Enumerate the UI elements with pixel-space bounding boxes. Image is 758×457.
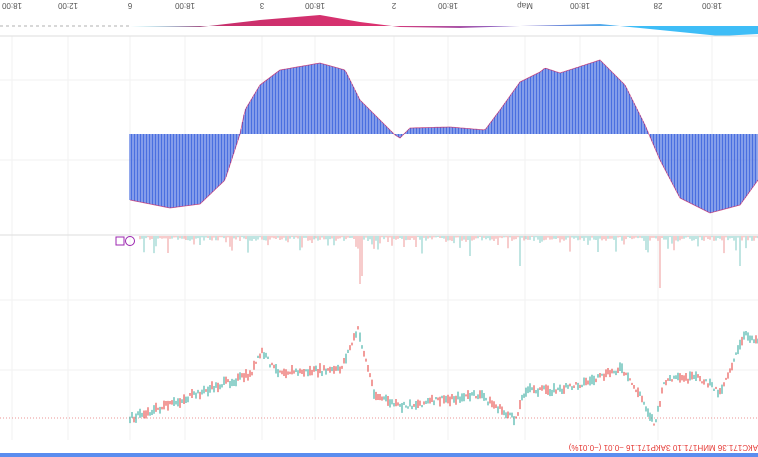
bottom-bar — [0, 453, 758, 457]
ohlc-legend: 7 МАКС171.36 МИН171.10 ЗАКР171.16 −0.01 … — [568, 443, 758, 452]
time-label: 18:00 — [1, 1, 22, 10]
time-label: 6 — [127, 1, 132, 10]
sentiment-wave — [130, 15, 758, 36]
time-label: 2 — [391, 1, 396, 10]
time-label: 18:00 — [701, 1, 722, 10]
time-label: 12:00 — [57, 1, 78, 10]
price-candles — [129, 326, 758, 426]
time-label: Мар — [517, 1, 533, 10]
time-label: 18:00 — [304, 1, 325, 10]
time-label: 18:00 — [569, 1, 590, 10]
time-label: 3 — [259, 1, 264, 10]
time-label: 18:00 — [437, 1, 458, 10]
histogram-outline — [129, 59, 758, 214]
indicator-icon[interactable] — [125, 236, 135, 246]
time-label: 28 — [653, 1, 662, 10]
time-label: 18:00 — [174, 1, 195, 10]
oscillator-histogram — [129, 59, 758, 214]
indicator-icon[interactable] — [115, 236, 125, 246]
volume-bars — [139, 236, 758, 288]
